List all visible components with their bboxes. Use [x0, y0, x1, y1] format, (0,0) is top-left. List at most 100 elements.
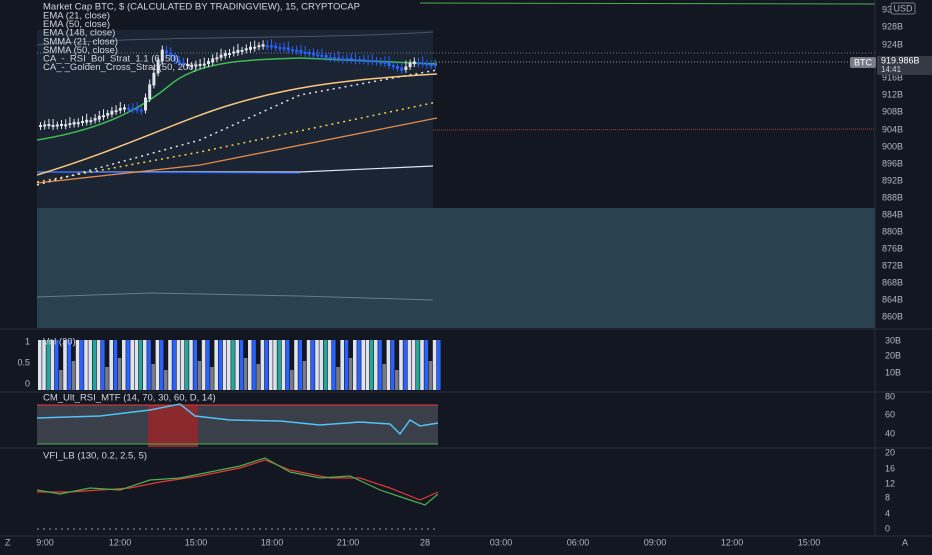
volume-bar: [294, 340, 298, 390]
volume-bar: [151, 364, 155, 390]
volume-bar: [336, 367, 340, 390]
candle: [295, 49, 299, 52]
candle: [270, 45, 273, 48]
candle: [144, 97, 147, 111]
volume-bar: [185, 340, 189, 390]
volume-bar: [88, 340, 92, 390]
volume-bar: [411, 340, 416, 390]
volume-bar: [311, 340, 315, 390]
candle: [303, 51, 307, 54]
candle: [215, 57, 219, 60]
vfi-label: 12: [885, 478, 895, 488]
price-label: 912B: [882, 89, 903, 99]
currency-badge[interactable]: [890, 2, 916, 15]
smma-21: [36, 171, 301, 174]
candle: [417, 62, 420, 65]
candle: [156, 59, 160, 74]
volume-bar: [113, 340, 118, 390]
ema-50: [36, 73, 438, 176]
volume-bar: [306, 340, 311, 390]
price-label: 908B: [882, 106, 903, 116]
price-label: 864B: [882, 294, 903, 304]
volume-bar: [63, 340, 67, 390]
candle: [110, 110, 114, 115]
volume-bar: [248, 340, 252, 390]
candle: [316, 54, 320, 57]
volume-bar: [239, 340, 244, 390]
volume-bar: [424, 340, 428, 390]
volume-bar: [126, 340, 130, 390]
volume-bar: [189, 340, 193, 390]
candle: [223, 53, 227, 57]
candle: [244, 48, 248, 51]
volume-bar: [353, 340, 357, 390]
candle: [412, 61, 416, 65]
volume-bar: [369, 340, 374, 390]
candle: [81, 121, 84, 123]
time-label: 15:00: [185, 537, 208, 547]
volume-bar: [180, 340, 185, 390]
candle: [202, 63, 206, 66]
candle: [207, 61, 210, 65]
price-label: 916B: [882, 72, 903, 82]
time-label: 09:00: [644, 537, 667, 547]
volume-bar: [361, 340, 365, 390]
volume-bar: [260, 340, 265, 390]
volume-bar: [327, 340, 332, 390]
candle: [148, 84, 152, 99]
candle: [93, 118, 97, 121]
volume-bar: [386, 340, 391, 390]
volume-bar: [256, 364, 260, 390]
volume-bar: [71, 361, 76, 390]
candle: [181, 62, 185, 66]
volume-bar: [227, 340, 231, 390]
rsi-overbought: [148, 405, 198, 447]
price-label: 880B: [882, 226, 903, 236]
volume-bar: [130, 340, 134, 390]
shaded-zone: [37, 208, 875, 328]
candle: [169, 53, 173, 58]
volume-bar: [269, 340, 273, 390]
volume-bar: [340, 340, 344, 390]
volume-bar: [155, 340, 160, 390]
candle: [387, 62, 391, 67]
candle: [211, 58, 215, 63]
vfi-line: [36, 457, 439, 506]
rsi-label: 40: [885, 428, 895, 438]
candle: [160, 49, 164, 62]
volume-bar: [197, 361, 202, 390]
legend-study: EMA (21, close): [43, 11, 110, 22]
candle: [198, 64, 202, 66]
candle: [425, 62, 429, 66]
price-label: 860B: [882, 311, 903, 321]
volume-bar: [38, 340, 42, 390]
time-label: 18:00: [261, 537, 284, 547]
legend-study: CA_-_Golden_Cross_Strat (50, 200): [43, 62, 197, 73]
candle: [190, 65, 194, 67]
volume-bar: [281, 340, 286, 390]
time-label: 03:00: [490, 537, 513, 547]
volume-bar: [193, 340, 197, 390]
currency: USD: [893, 3, 913, 13]
time-label: 12:00: [109, 537, 132, 547]
volume-bar: [50, 340, 55, 390]
volume-bar: [277, 340, 281, 390]
price-tag-countdown: 14:41: [881, 65, 902, 74]
time-label: 15:00: [798, 537, 821, 547]
volume-bar: [390, 340, 395, 390]
corner-right[interactable]: A: [902, 537, 908, 547]
candle: [72, 121, 76, 125]
volume-bar: [109, 340, 113, 390]
candle: [358, 59, 362, 62]
volume-bar: [164, 370, 168, 390]
candle: [89, 120, 93, 123]
candle: [366, 60, 370, 63]
legend-symbol: Market Cap BTC, $ (CALCULATED BY TRADING…: [43, 2, 360, 13]
pane-title: Vol (20): [43, 337, 76, 348]
corner-left[interactable]: Z: [5, 537, 11, 547]
volume-bar: [319, 340, 323, 390]
volume-bar: [273, 340, 277, 390]
volume-bars: [38, 340, 441, 390]
volume-bar: [285, 340, 290, 390]
